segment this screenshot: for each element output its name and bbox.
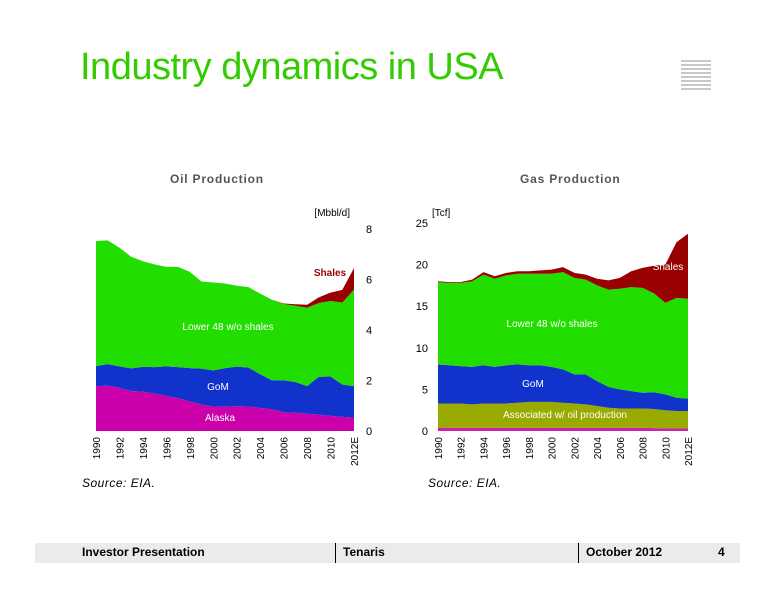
oil-source-note: Source: EIA. — [82, 476, 156, 490]
gas-ytick-label: 10 — [416, 343, 428, 355]
oil-series-label-alaska: Alaska — [205, 413, 235, 424]
gas-xtick-label: 2004 — [593, 437, 604, 460]
oil-xtick-label: 2008 — [303, 437, 314, 460]
gas-xtick-label: 2010 — [661, 437, 672, 460]
oil-area-lower-48-w-o-shales — [96, 240, 354, 387]
oil-ytick-label: 2 — [366, 376, 372, 388]
oil-ytick-label: 0 — [366, 426, 372, 438]
gas-xtick-label: 2008 — [639, 437, 650, 460]
gas-xtick-label: 2002 — [570, 437, 581, 460]
gas-xtick-label: 1990 — [434, 437, 445, 460]
oil-xtick-label: 2012E — [350, 437, 361, 466]
oil-xtick-label: 1996 — [162, 437, 173, 460]
oil-series-label-lower-48-w-o-shales: Lower 48 w/o shales — [182, 322, 273, 333]
oil-xtick-label: 2010 — [327, 437, 338, 460]
gas-xtick-label: 1998 — [525, 437, 536, 460]
footer-company-label: Tenaris — [343, 545, 385, 559]
footer-divider — [578, 543, 579, 563]
oil-xtick-label: 2006 — [280, 437, 291, 460]
gas-area-associated-w-oil-production — [438, 401, 688, 429]
gas-series-label-shales: Shales — [653, 262, 684, 273]
oil-area-gom — [96, 364, 354, 418]
oil-area-alaska — [96, 385, 354, 431]
footer-page-number: 4 — [718, 545, 725, 559]
gas-ytick-label: 0 — [422, 426, 428, 438]
footer-presentation-label: Investor Presentation — [82, 545, 205, 559]
oil-ytick-label: 4 — [366, 325, 372, 337]
oil-xtick-label: 1994 — [139, 437, 150, 460]
oil-xtick-label: 1992 — [115, 437, 126, 460]
gas-ytick-label: 5 — [422, 384, 428, 396]
gas-xtick-label: 2012E — [684, 437, 695, 466]
oil-xtick-label: 1998 — [186, 437, 197, 460]
gas-ytick-label: 25 — [416, 218, 428, 230]
gas-xtick-label: 2000 — [548, 437, 559, 460]
gas-xtick-label: 1996 — [502, 437, 513, 460]
gas-ytick-label: 15 — [416, 301, 428, 313]
footer-bar: Investor Presentation Tenaris October 20… — [35, 543, 740, 563]
gas-xtick-label: 1994 — [479, 437, 490, 460]
footer-date-label: October 2012 — [586, 545, 663, 559]
gas-area-other-0 — [438, 427, 688, 431]
oil-unit-label: [Mbbl/d] — [314, 208, 350, 219]
oil-series-label-shales: Shales — [314, 268, 347, 279]
gas-series-label-gom: GoM — [522, 379, 544, 390]
gas-area-lower-48-w-o-shales — [438, 272, 688, 399]
oil-xtick-label: 1990 — [92, 437, 103, 460]
page-title: Industry dynamics in USA — [80, 46, 504, 88]
oil-xtick-label: 2002 — [233, 437, 244, 460]
gas-source-note: Source: EIA. — [428, 476, 502, 490]
oil-series-label-gom: GoM — [207, 382, 229, 393]
tenaris-logo — [681, 60, 711, 92]
oil-ytick-label: 6 — [366, 275, 372, 287]
oil-ytick-label: 8 — [366, 224, 372, 236]
gas-series-label-lower-48-w-o-shales: Lower 48 w/o shales — [506, 319, 597, 330]
gas-area-shales — [438, 233, 688, 303]
gas-xtick-label: 1992 — [457, 437, 468, 460]
footer-divider — [335, 543, 336, 563]
gas-chart-title: Gas Production — [520, 172, 621, 186]
gas-ytick-label: 20 — [416, 260, 428, 272]
oil-chart-title: Oil Production — [170, 172, 264, 186]
gas-series-label-associated-w-oil-production: Associated w/ oil production — [503, 410, 627, 421]
gas-xtick-label: 2006 — [616, 437, 627, 460]
oil-xtick-label: 2004 — [256, 437, 267, 460]
oil-xtick-label: 2000 — [209, 437, 220, 460]
gas-unit-label: [Tcf] — [432, 208, 451, 219]
oil-area-shales — [96, 240, 354, 308]
gas-area-gom — [438, 364, 688, 411]
